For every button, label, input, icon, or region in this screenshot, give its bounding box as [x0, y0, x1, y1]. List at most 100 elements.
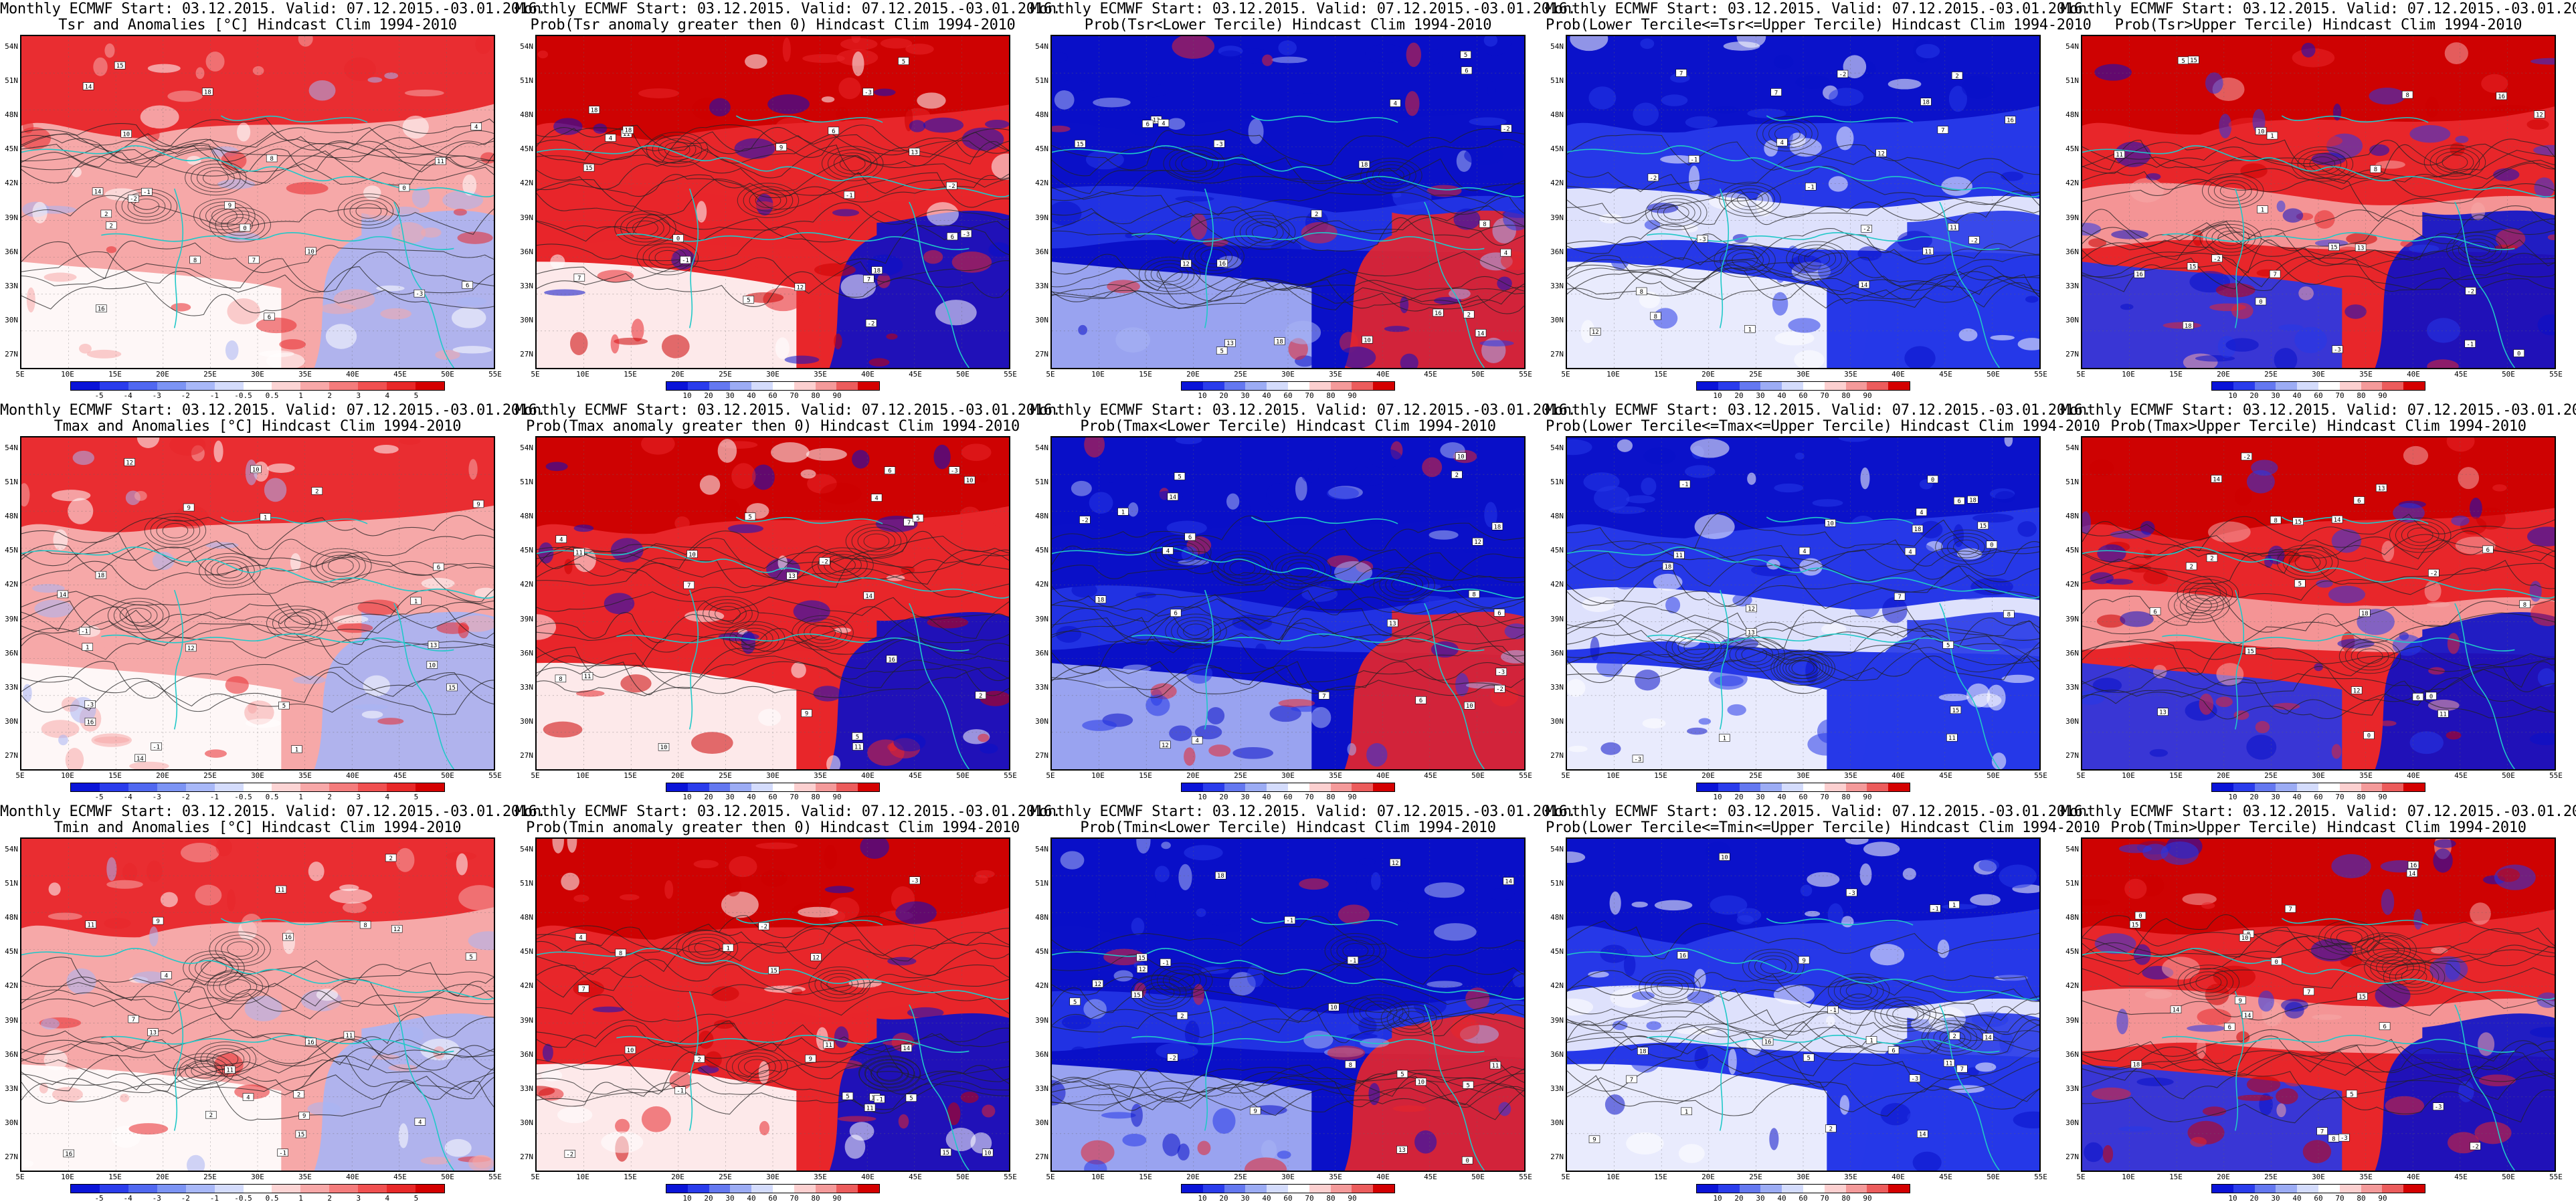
- field-blob: [2128, 563, 2152, 573]
- colorbar-swatch: [772, 382, 794, 390]
- colorbar-swatch: [99, 382, 128, 390]
- field-blob: [550, 254, 565, 270]
- coastline: [1131, 1035, 1485, 1053]
- field-blob: [104, 649, 141, 666]
- field-blob: [1156, 1043, 1198, 1060]
- field-blob: [1845, 839, 1869, 845]
- field-blob: [1059, 80, 1090, 92]
- svg-text:-2: -2: [1863, 226, 1870, 233]
- field-blob: [106, 857, 117, 881]
- field-blob: [1087, 534, 1095, 544]
- lat-tick-label: 39N: [1550, 614, 1564, 623]
- station-value-label: 18: [871, 266, 883, 274]
- map-area: 6 -1 11 12 18 15 9 18 0 6 -3 5 18 5 -1 -2 -2 4 -3 7 13 7: [535, 35, 1010, 369]
- contour-ring: [316, 551, 366, 581]
- station-value-label: 10: [658, 743, 670, 751]
- colorbar: [1181, 1184, 1395, 1193]
- coastline: [616, 1035, 970, 1053]
- contour-line: [537, 991, 1009, 1023]
- field-blob: [2001, 171, 2023, 181]
- field-blob: [1240, 500, 1251, 524]
- colorbar-tick-label: 30: [1240, 793, 1250, 801]
- lon-tick-label: 25E: [719, 370, 732, 379]
- svg-text:11: 11: [623, 131, 630, 138]
- svg-text:-3: -3: [2340, 1135, 2348, 1142]
- colorbar-swatch: [1867, 1185, 1889, 1193]
- field-blob: [806, 447, 847, 461]
- svg-text:15: 15: [297, 1132, 304, 1138]
- lat-tick-label: 33N: [520, 1084, 533, 1093]
- field-blob: [279, 339, 306, 350]
- colorbar-tick-label: 60: [1799, 391, 1808, 400]
- svg-text:15: 15: [585, 165, 593, 172]
- lon-tick-label: 20E: [1186, 771, 1200, 780]
- colorbar-tick-label: 20: [1219, 793, 1228, 801]
- field-blob: [1737, 908, 1762, 922]
- field-blob: [620, 674, 652, 693]
- field-blob: [1880, 1103, 1911, 1126]
- colorbar-tick-label: -5: [94, 1194, 104, 1203]
- contour-ring: [1892, 1007, 1919, 1022]
- station-value-label: 0: [1986, 540, 1998, 549]
- lon-tick-label: 20E: [2217, 1173, 2230, 1181]
- svg-text:12: 12: [393, 926, 401, 933]
- field-blob: [205, 52, 225, 72]
- svg-text:9: 9: [1592, 1137, 1596, 1144]
- field-blob: [2474, 1121, 2512, 1144]
- lat-tick-label: 48N: [1550, 110, 1564, 120]
- field-blob: [1871, 130, 1910, 142]
- lon-tick-label: 30E: [1797, 370, 1810, 379]
- station-value-label: 0: [398, 183, 410, 192]
- svg-text:8: 8: [619, 950, 622, 957]
- svg-text:18: 18: [2185, 323, 2192, 330]
- field-blob: [755, 842, 798, 849]
- field-blob: [1270, 240, 1302, 258]
- contour-line: [1052, 916, 1524, 959]
- svg-text:14: 14: [94, 189, 102, 196]
- colorbar-tick-label: 10: [682, 1194, 692, 1203]
- contour-ring: [1391, 577, 1418, 593]
- station-value-label: 6: [2379, 1022, 2391, 1031]
- field-blob: [905, 43, 934, 55]
- colorbar-swatch: [1718, 382, 1740, 390]
- field-blob: [2088, 238, 2107, 247]
- field-blob: [452, 346, 492, 354]
- field-blob: [1958, 328, 1978, 342]
- coastline: [1719, 991, 1730, 1131]
- station-value-label: -2: [1647, 173, 1659, 182]
- lat-tick-label: 42N: [5, 580, 18, 589]
- field-blob: [292, 676, 327, 684]
- lon-tick-label: 30E: [251, 771, 264, 780]
- svg-text:8: 8: [2332, 1136, 2335, 1142]
- field-blob: [199, 608, 211, 630]
- field-blob: [2312, 1014, 2342, 1020]
- field-blob: [793, 600, 830, 623]
- field-blob: [1654, 900, 1693, 911]
- svg-text:-3: -3: [911, 878, 919, 885]
- field-blob: [475, 36, 492, 54]
- contour-line: [537, 555, 1009, 598]
- contour-line: [1567, 575, 2039, 609]
- station-value-label: 14: [92, 187, 104, 196]
- station-value-label: 15: [2245, 647, 2256, 655]
- lat-tick-label: 39N: [520, 614, 533, 623]
- contour-line: [537, 1019, 1009, 1053]
- field-blob: [1660, 155, 1695, 164]
- field-blob: [895, 901, 937, 924]
- station-value-label: 1: [82, 643, 93, 651]
- station-value-label: 12: [1875, 149, 1887, 157]
- colorbar-swatch: [1867, 783, 1889, 791]
- contour-line: [2082, 661, 2555, 696]
- coastline: [2234, 188, 2245, 328]
- field-blob: [1244, 1157, 1287, 1171]
- colorbar-swatch: [2233, 783, 2255, 791]
- field-blob: [1206, 707, 1225, 724]
- field-blob: [947, 1102, 961, 1126]
- field-blob: [122, 863, 138, 882]
- lat-tick-label: 27N: [520, 350, 533, 359]
- contour-ring: [1168, 973, 1195, 989]
- svg-text:10: 10: [2258, 128, 2265, 135]
- svg-text:4: 4: [1780, 140, 1784, 146]
- svg-text:2: 2: [110, 223, 113, 230]
